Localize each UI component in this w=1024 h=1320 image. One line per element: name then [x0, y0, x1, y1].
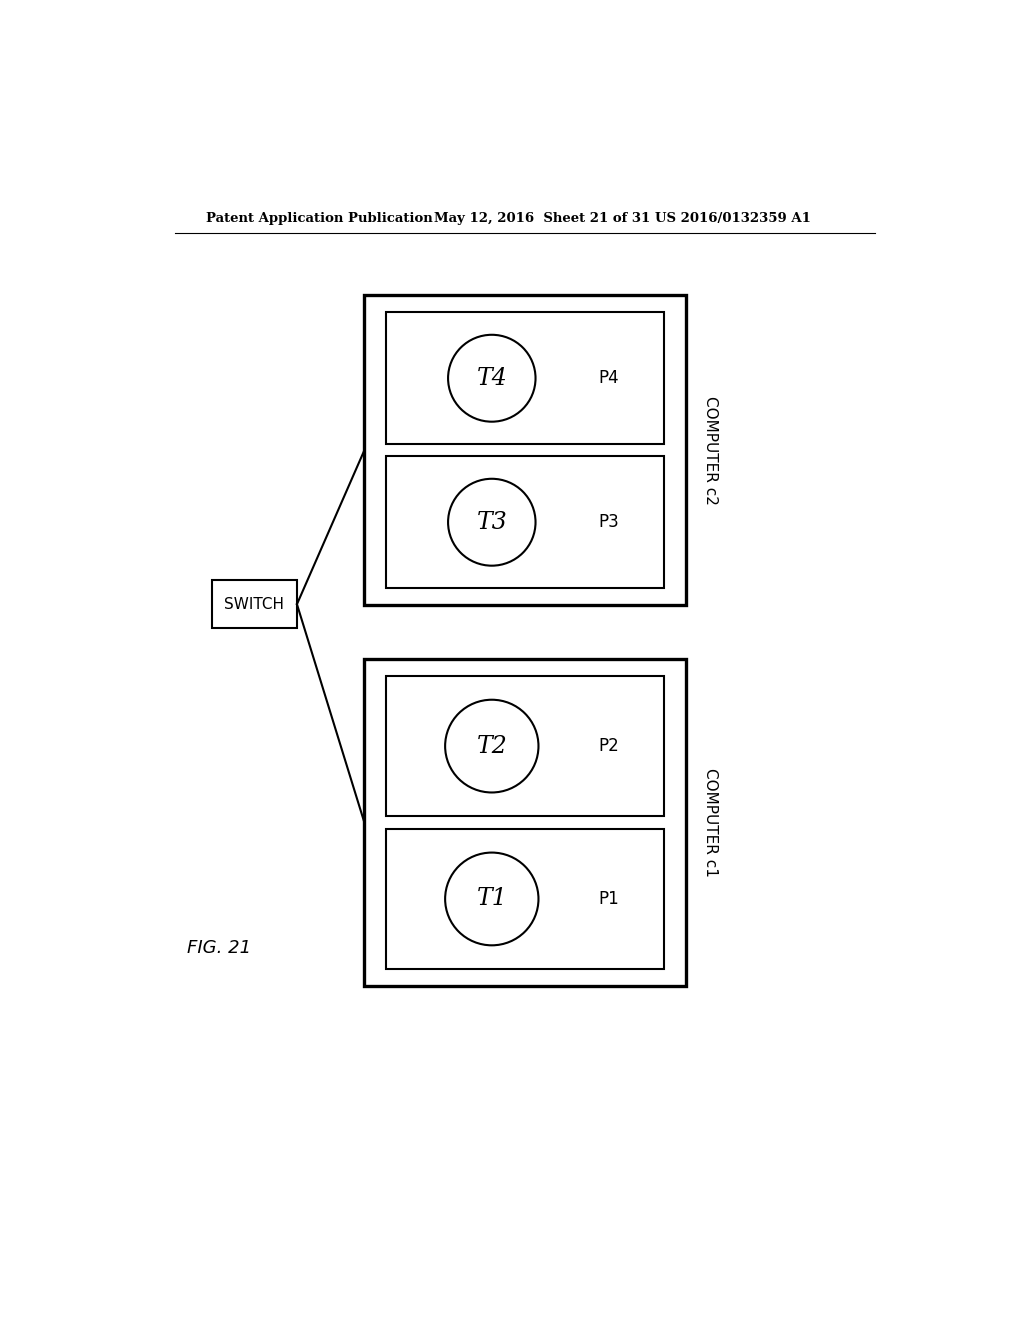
Bar — [365, 296, 686, 605]
Text: COMPUTER c1: COMPUTER c1 — [703, 768, 718, 876]
Circle shape — [445, 700, 539, 792]
Text: Patent Application Publication: Patent Application Publication — [206, 213, 432, 224]
Bar — [386, 676, 665, 816]
Bar — [386, 457, 665, 589]
Bar — [386, 313, 665, 444]
Text: T3: T3 — [476, 511, 507, 533]
Bar — [365, 659, 686, 986]
Bar — [212, 581, 297, 628]
Circle shape — [449, 479, 536, 566]
Bar — [386, 829, 665, 969]
Text: T2: T2 — [476, 735, 507, 758]
Text: P4: P4 — [598, 370, 618, 387]
Text: May 12, 2016  Sheet 21 of 31: May 12, 2016 Sheet 21 of 31 — [434, 213, 650, 224]
Circle shape — [449, 335, 536, 421]
Text: P2: P2 — [598, 737, 620, 755]
Text: SWITCH: SWITCH — [224, 597, 285, 611]
Text: T4: T4 — [476, 367, 507, 389]
Text: T1: T1 — [476, 887, 507, 911]
Text: FIG. 21: FIG. 21 — [187, 939, 252, 957]
Text: P1: P1 — [598, 890, 620, 908]
Text: P3: P3 — [598, 513, 620, 531]
Text: US 2016/0132359 A1: US 2016/0132359 A1 — [655, 213, 811, 224]
Text: COMPUTER c2: COMPUTER c2 — [703, 396, 718, 504]
Circle shape — [445, 853, 539, 945]
